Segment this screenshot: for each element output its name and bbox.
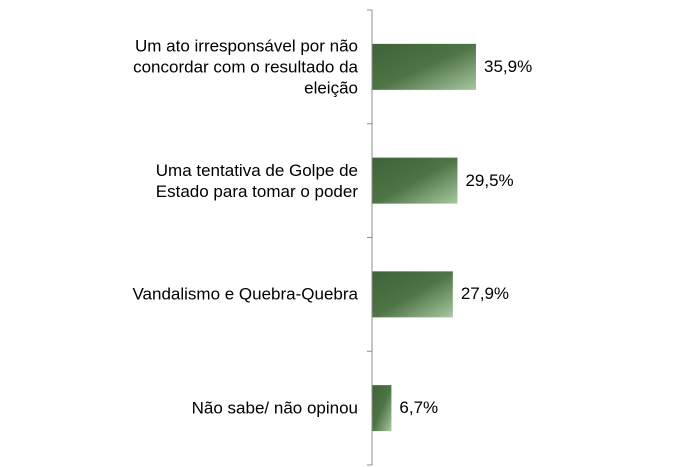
value-label: 35,9% [484, 56, 533, 76]
category-label: Uma tentativa de Golpe de Estado para to… [155, 160, 358, 201]
bar [372, 271, 453, 318]
category-label: Não sabe/ não opinou [191, 398, 358, 418]
bar [372, 157, 458, 204]
category-label: Vandalismo e Quebra-Quebra [132, 284, 358, 304]
bar [372, 43, 476, 90]
value-label: 27,9% [460, 284, 510, 304]
value-label: 29,5% [465, 170, 514, 190]
value-label: 6,7% [399, 398, 439, 418]
bar [372, 385, 392, 432]
category-label: Um ato irresponsável por não concordar c… [133, 36, 358, 98]
